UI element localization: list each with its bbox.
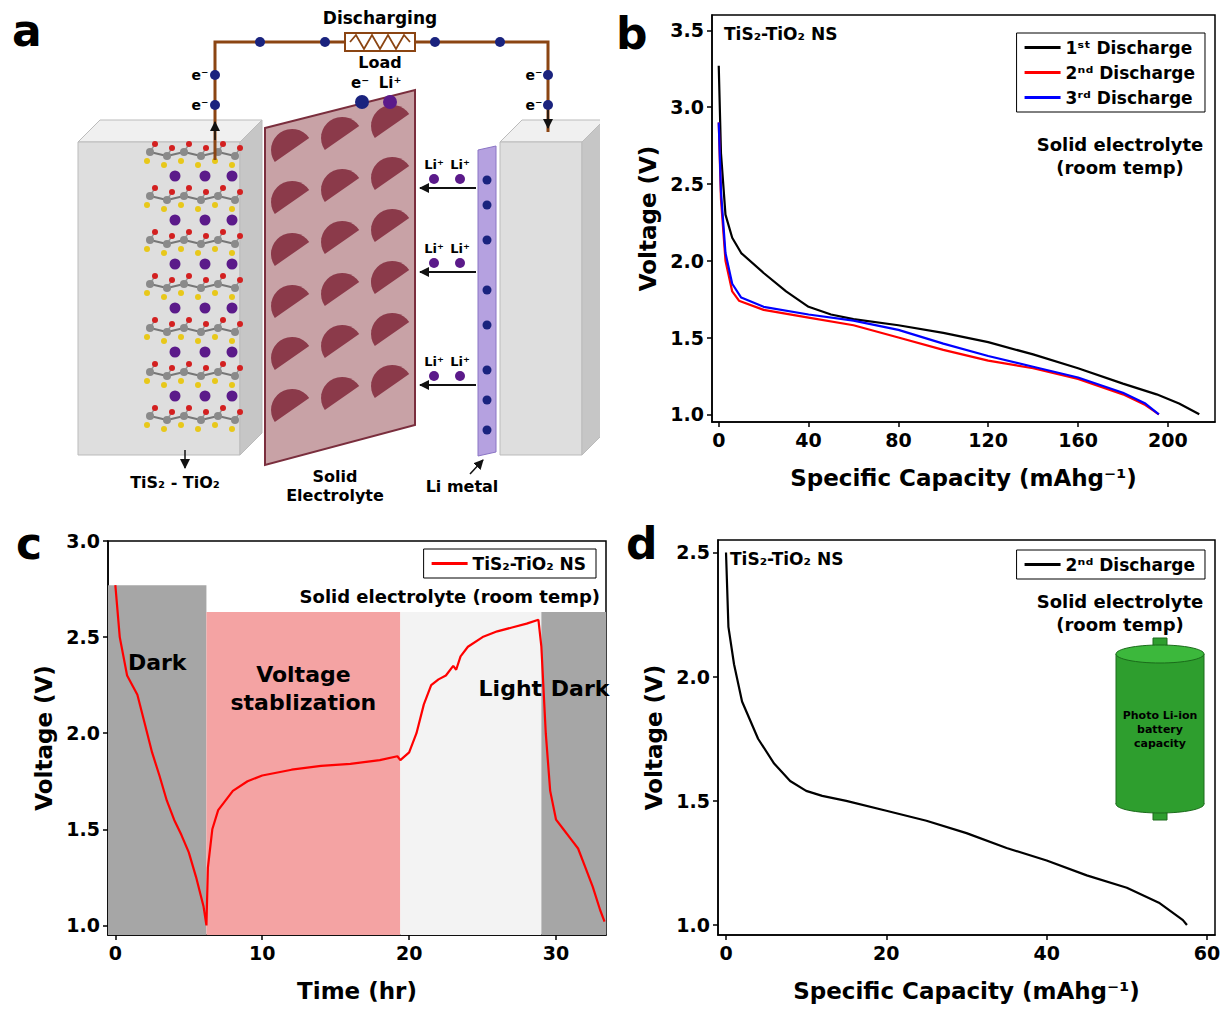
svg-text:120: 120 (968, 429, 1008, 451)
svg-text:2.0: 2.0 (66, 722, 100, 744)
svg-text:200: 200 (1148, 429, 1188, 451)
svg-text:e⁻: e⁻ (526, 67, 543, 83)
svg-text:20: 20 (396, 942, 422, 964)
svg-text:1ˢᵗ Discharge: 1ˢᵗ Discharge (1066, 38, 1193, 58)
svg-text:Specific Capacity (mAhg⁻¹): Specific Capacity (mAhg⁻¹) (793, 978, 1140, 1004)
svg-text:40: 40 (1033, 942, 1059, 964)
svg-text:TiS₂-TiO₂ NS: TiS₂-TiO₂ NS (473, 554, 586, 574)
svg-text:battery: battery (1137, 723, 1183, 736)
svg-text:Time (hr): Time (hr) (297, 978, 417, 1004)
svg-text:Solid electrolyte (room temp): Solid electrolyte (room temp) (300, 586, 600, 607)
svg-text:Solid electrolyte: Solid electrolyte (1037, 134, 1204, 155)
svg-text:3.0: 3.0 (66, 530, 100, 552)
svg-text:Photo Li-ion: Photo Li-ion (1123, 709, 1198, 722)
svg-text:Solid: Solid (313, 467, 358, 486)
svg-text:Dark: Dark (128, 650, 188, 675)
svg-text:60: 60 (1194, 942, 1220, 964)
svg-text:3ʳᵈ Discharge: 3ʳᵈ Discharge (1066, 88, 1193, 108)
svg-text:2ⁿᵈ Discharge: 2ⁿᵈ Discharge (1066, 555, 1195, 575)
svg-text:Specific Capacity (mAhg⁻¹): Specific Capacity (mAhg⁻¹) (790, 465, 1137, 491)
svg-text:Li metal: Li metal (426, 477, 499, 496)
svg-text:80: 80 (885, 429, 911, 451)
svg-text:Dark: Dark (551, 676, 610, 701)
svg-text:3.5: 3.5 (670, 19, 704, 41)
svg-text:1.0: 1.0 (66, 914, 100, 936)
svg-text:Li⁺: Li⁺ (424, 241, 444, 256)
svg-text:Light: Light (479, 676, 543, 701)
svg-text:Li⁺: Li⁺ (424, 354, 444, 369)
svg-text:1.0: 1.0 (670, 403, 704, 425)
svg-text:1.5: 1.5 (670, 327, 704, 349)
svg-text:0: 0 (712, 429, 725, 451)
svg-text:1.5: 1.5 (676, 790, 710, 812)
svg-text:Li⁺: Li⁺ (450, 157, 470, 172)
svg-text:e⁻: e⁻ (192, 97, 209, 113)
svg-text:0: 0 (109, 942, 122, 964)
svg-text:2.5: 2.5 (66, 626, 100, 648)
svg-text:Li⁺: Li⁺ (450, 354, 470, 369)
svg-text:40: 40 (795, 429, 821, 451)
svg-text:Voltage: Voltage (256, 662, 351, 687)
svg-text:2.0: 2.0 (670, 250, 704, 272)
svg-text:0: 0 (719, 942, 732, 964)
svg-text:capacity: capacity (1134, 737, 1186, 750)
svg-text:e⁻: e⁻ (351, 74, 369, 92)
svg-text:e⁻: e⁻ (192, 67, 209, 83)
svg-text:(room temp): (room temp) (1056, 157, 1184, 178)
svg-text:a: a (12, 5, 42, 56)
svg-text:stablization: stablization (230, 690, 376, 715)
svg-text:30: 30 (543, 942, 569, 964)
svg-text:Solid electrolyte: Solid electrolyte (1037, 591, 1204, 612)
svg-text:Discharging: Discharging (323, 8, 437, 28)
svg-text:Li⁺: Li⁺ (450, 241, 470, 256)
svg-text:TiS₂ - TiO₂: TiS₂ - TiO₂ (130, 473, 220, 492)
svg-text:e⁻: e⁻ (526, 97, 543, 113)
svg-text:Load: Load (358, 53, 401, 72)
svg-text:1.5: 1.5 (66, 818, 100, 840)
svg-text:Voltage (V): Voltage (V) (641, 665, 667, 811)
svg-text:Electrolyte: Electrolyte (286, 486, 384, 505)
svg-text:Voltage (V): Voltage (V) (635, 146, 661, 292)
svg-text:2.5: 2.5 (676, 541, 710, 563)
svg-text:b: b (616, 8, 648, 59)
svg-text:2ⁿᵈ Discharge: 2ⁿᵈ Discharge (1066, 63, 1195, 83)
svg-text:20: 20 (873, 942, 899, 964)
svg-text:Li⁺: Li⁺ (379, 74, 402, 92)
svg-text:TiS₂-TiO₂ NS: TiS₂-TiO₂ NS (730, 549, 843, 569)
svg-text:Li⁺: Li⁺ (424, 157, 444, 172)
svg-text:10: 10 (249, 942, 275, 964)
svg-text:2.0: 2.0 (676, 666, 710, 688)
svg-text:c: c (16, 518, 42, 569)
svg-text:d: d (626, 518, 658, 569)
svg-text:TiS₂-TiO₂ NS: TiS₂-TiO₂ NS (724, 24, 837, 44)
svg-text:1.0: 1.0 (676, 914, 710, 936)
svg-text:2.5: 2.5 (670, 173, 704, 195)
svg-text:160: 160 (1058, 429, 1098, 451)
svg-text:Voltage (V): Voltage (V) (31, 665, 57, 811)
svg-text:(room temp): (room temp) (1056, 614, 1184, 635)
svg-text:3.0: 3.0 (670, 96, 704, 118)
